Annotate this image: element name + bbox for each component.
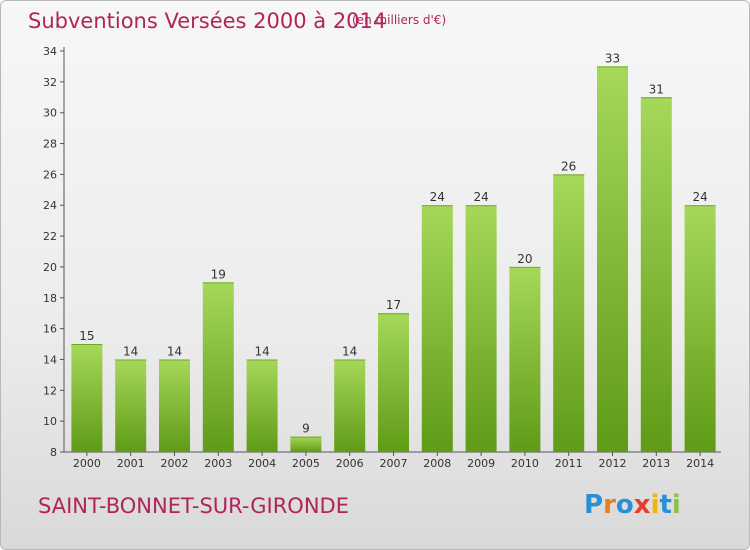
proxiti-logo: Proxiti	[584, 490, 681, 520]
logo-letter: x	[633, 490, 651, 520]
data-label: 24	[692, 190, 707, 204]
data-label: 26	[561, 159, 576, 173]
data-label: 33	[605, 51, 620, 65]
y-tick-label: 28	[43, 138, 57, 151]
data-label: 24	[473, 190, 488, 204]
bar	[421, 205, 453, 452]
bar	[465, 205, 497, 452]
bar	[246, 359, 278, 452]
bar	[509, 266, 541, 452]
data-label: 31	[649, 82, 664, 96]
y-tick-label: 22	[43, 230, 57, 243]
y-tick-label: 26	[43, 168, 57, 181]
x-tick-label: 2001	[117, 457, 145, 470]
y-tick-label: 12	[43, 384, 57, 397]
data-label: 14	[167, 344, 182, 358]
x-tick-label: 2003	[204, 457, 232, 470]
y-tick-label: 10	[43, 415, 57, 428]
x-tick-label: 2006	[336, 457, 364, 470]
bar	[290, 436, 322, 452]
x-tick-label: 2005	[292, 457, 320, 470]
bar	[159, 359, 190, 452]
data-label: 19	[211, 267, 226, 281]
y-tick-label: 24	[43, 199, 57, 212]
y-tick-label: 8	[50, 446, 57, 459]
y-tick-label: 14	[43, 353, 57, 366]
bar	[334, 359, 366, 452]
logo-letter: i	[650, 490, 660, 520]
y-tick-label: 32	[43, 76, 57, 89]
data-label: 24	[430, 190, 445, 204]
commune-name: SAINT-BONNET-SUR-GIRONDE	[38, 494, 349, 518]
x-tick-label: 2009	[467, 457, 495, 470]
data-label: 20	[517, 252, 532, 266]
data-label: 17	[386, 298, 401, 312]
x-tick-label: 2010	[511, 457, 539, 470]
y-tick-label: 34	[43, 45, 57, 58]
x-tick-label: 2008	[423, 457, 451, 470]
y-tick-label: 20	[43, 261, 57, 274]
bar	[115, 359, 147, 452]
data-label: 14	[123, 344, 138, 358]
bar	[684, 205, 716, 452]
bar	[553, 174, 585, 452]
logo-letter: r	[603, 490, 616, 520]
bar	[378, 313, 409, 452]
data-label: 9	[302, 422, 310, 436]
x-tick-label: 2000	[73, 457, 101, 470]
logo-letter: o	[615, 490, 634, 520]
bar	[597, 66, 628, 452]
logo-letter: P	[584, 490, 604, 520]
x-tick-label: 2014	[686, 457, 714, 470]
x-tick-label: 2011	[555, 457, 583, 470]
x-tick-label: 2007	[380, 457, 408, 470]
logo-letter: i	[671, 490, 681, 520]
data-label: 15	[79, 329, 94, 343]
bars	[71, 66, 716, 453]
logo-letter: t	[659, 490, 672, 520]
x-tick-label: 2004	[248, 457, 276, 470]
data-labels: 15 14 14 19 14 9 14 17 24 24 20 26 33 31 24	[79, 51, 707, 435]
y-tick-label: 16	[43, 323, 57, 336]
unit-note: (en milliers d'€)	[352, 13, 447, 27]
y-tick-label: 18	[43, 292, 57, 305]
bar	[202, 282, 234, 452]
axes: 8 10 12 14 16 18 20 22 24 26 28 30 32 34 2000 2001 2002 2…	[43, 45, 721, 470]
bar	[71, 344, 103, 452]
chart-title: Subventions Versées 2000 à 2014	[28, 9, 387, 33]
data-label: 14	[254, 344, 269, 358]
data-label: 14	[342, 344, 357, 358]
x-tick-label: 2013	[642, 457, 670, 470]
x-tick-label: 2002	[161, 457, 189, 470]
bar	[640, 97, 672, 453]
y-tick-label: 30	[43, 107, 57, 120]
x-tick-label: 2012	[599, 457, 627, 470]
